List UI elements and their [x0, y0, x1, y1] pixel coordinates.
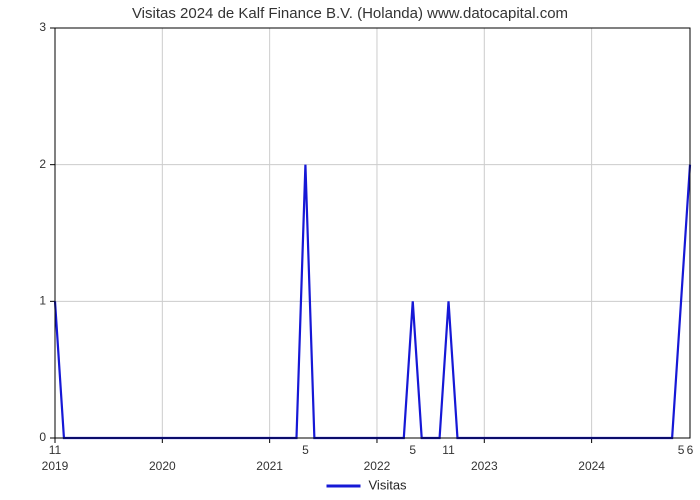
svg-text:2: 2 [39, 157, 46, 171]
plot-border [55, 28, 690, 438]
svg-text:5: 5 [678, 443, 685, 457]
svg-text:2023: 2023 [471, 459, 498, 473]
legend-label: Visitas [369, 477, 408, 492]
svg-text:5: 5 [409, 443, 416, 457]
svg-text:2021: 2021 [256, 459, 283, 473]
svg-text:11: 11 [49, 443, 62, 457]
svg-text:2019: 2019 [42, 459, 69, 473]
chart-title: Visitas 2024 de Kalf Finance B.V. (Holan… [132, 5, 568, 22]
point-labels: 11551156 [49, 443, 694, 457]
x-axis: 2019 2020 2021 2022 2023 2024 [42, 438, 606, 473]
legend: Visitas [327, 477, 408, 492]
svg-text:5: 5 [302, 443, 309, 457]
y-axis: 0 1 2 3 [39, 20, 55, 444]
svg-text:2024: 2024 [578, 459, 605, 473]
svg-text:1: 1 [39, 294, 46, 308]
svg-text:2020: 2020 [149, 459, 176, 473]
visits-line-chart: Visitas 2024 de Kalf Finance B.V. (Holan… [0, 0, 700, 500]
gridlines [55, 28, 690, 438]
svg-text:3: 3 [39, 20, 46, 34]
svg-text:11: 11 [442, 443, 455, 457]
svg-text:0: 0 [39, 430, 46, 444]
svg-text:6: 6 [687, 443, 694, 457]
svg-text:2022: 2022 [364, 459, 391, 473]
